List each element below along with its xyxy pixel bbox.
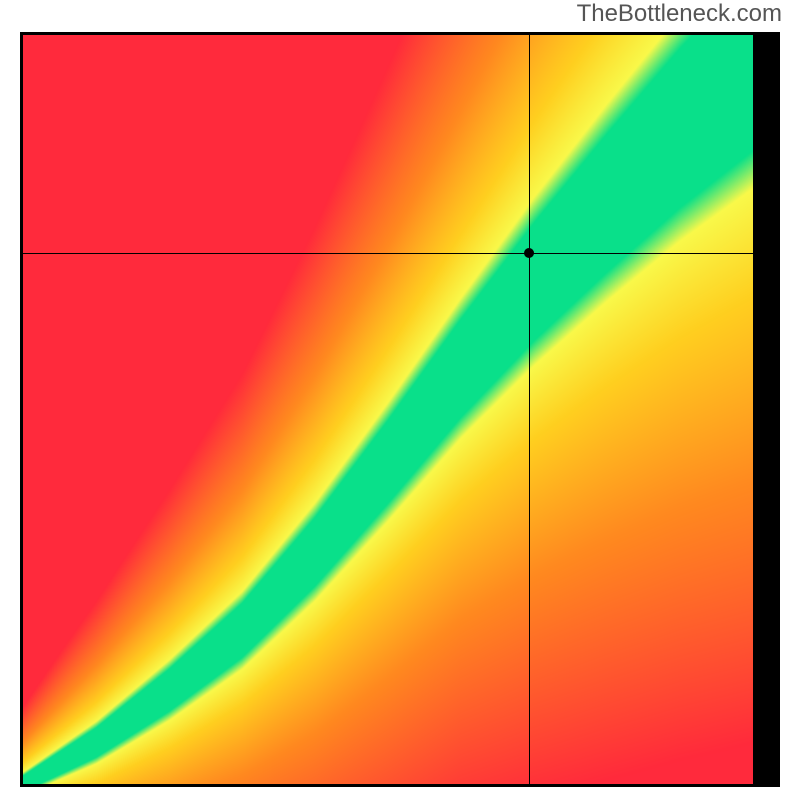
plot-frame [20, 32, 780, 787]
attribution-text: TheBottleneck.com [577, 0, 782, 28]
crosshair-horizontal [23, 253, 753, 254]
bottleneck-heatmap [23, 35, 753, 784]
crosshair-vertical [529, 35, 530, 784]
crosshair-marker [524, 248, 534, 258]
